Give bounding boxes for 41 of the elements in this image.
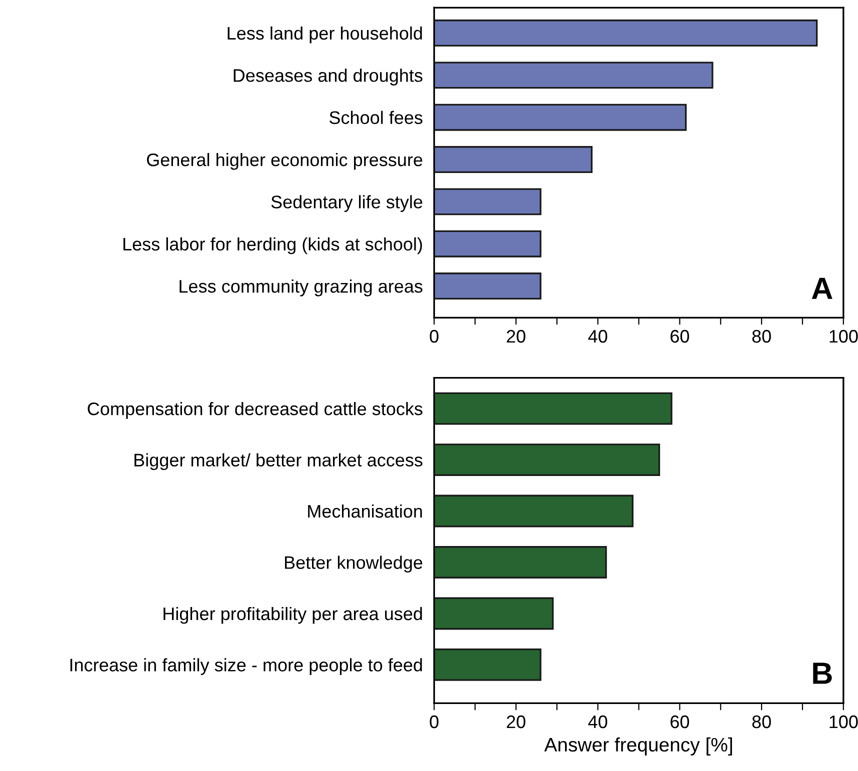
y-tick-label: Sedentary life style: [271, 195, 422, 212]
bar: [434, 146, 593, 174]
annotation: A: [812, 278, 832, 299]
y-tick-label: Higher profitability per area used: [164, 606, 422, 624]
x-tick-label: 40: [588, 715, 608, 728]
y-tick-label: Compensation for decreased cattle stocks: [88, 402, 422, 419]
bar: [434, 104, 687, 131]
y-tick-label: Bigger market/ better market access: [134, 453, 422, 470]
x-tick-label: 100: [830, 715, 858, 728]
x-tick-label: 60: [670, 330, 690, 343]
x-tick-label: 20: [506, 715, 526, 728]
bar: [434, 392, 672, 425]
x-tick-label: 0: [430, 715, 438, 728]
y-tick-label: Mechanisation: [308, 504, 422, 518]
bar: [434, 230, 542, 258]
x-tick-label: 80: [752, 715, 771, 728]
bar: [434, 597, 554, 630]
y-tick-label: Deseases and droughts: [234, 68, 422, 86]
bar: [434, 20, 818, 46]
y-tick-label: Increase in family size - more people to feed: [70, 658, 422, 676]
x-tick-label: 0: [430, 330, 438, 343]
bar: [434, 546, 607, 578]
x-tick-label: 80: [752, 330, 771, 343]
y-tick-label: Better knowledge: [285, 556, 422, 573]
y-tick-label: School fees: [330, 110, 422, 124]
x-axis-title: Answer frequency [%]: [544, 737, 732, 756]
bar: [434, 188, 542, 216]
annotation: B: [813, 662, 832, 684]
x-tick-label: 20: [506, 330, 526, 343]
bar: [434, 272, 542, 300]
x-tick-label: 100: [830, 330, 858, 343]
bar: [434, 444, 660, 476]
y-tick-label: Less community grazing areas: [180, 279, 422, 296]
bar: [434, 494, 634, 528]
bar: [434, 648, 542, 681]
bar: [434, 62, 714, 89]
x-tick-label: 40: [588, 330, 608, 343]
x-tick-label: 60: [670, 715, 690, 728]
y-tick-label: General higher economic pressure: [146, 152, 422, 170]
y-tick-label: Less land per household: [228, 26, 422, 44]
y-tick-label: Less labor for herding (kids at school): [123, 237, 422, 254]
